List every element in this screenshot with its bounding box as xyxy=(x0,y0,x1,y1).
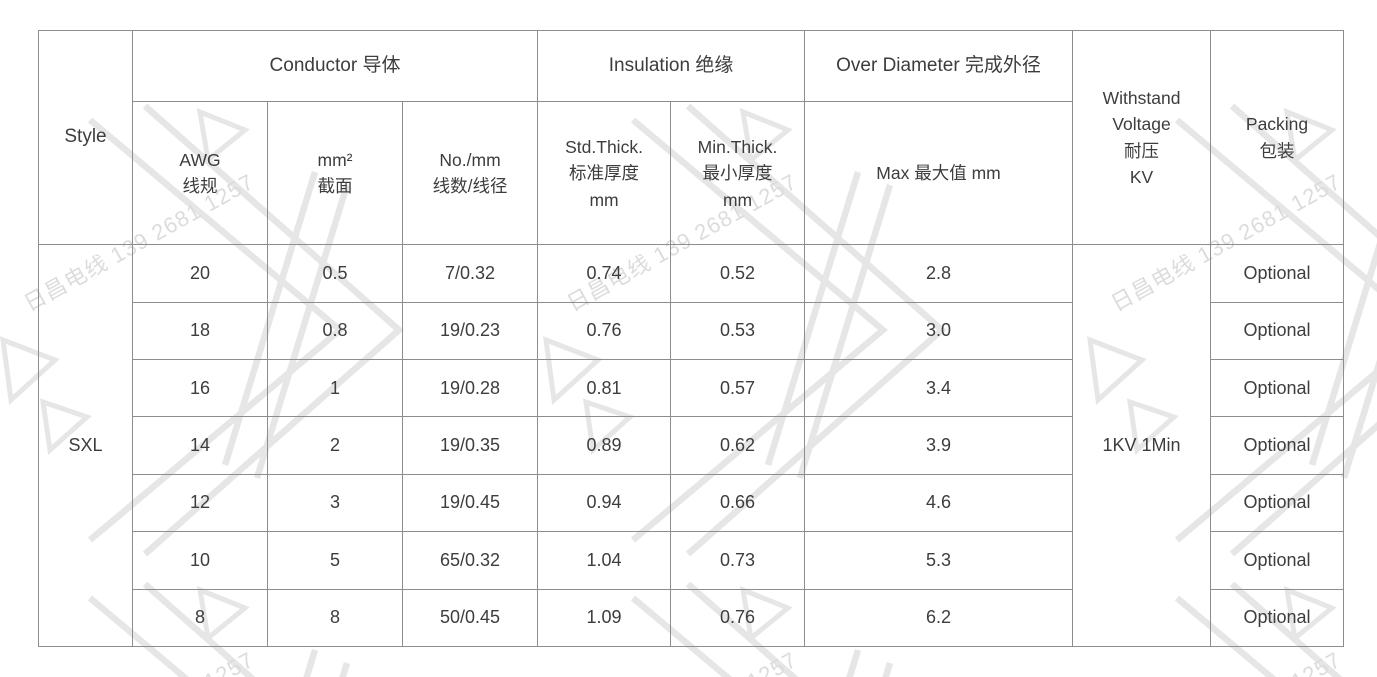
watermark-text: 日昌电线 139 2681 1257 xyxy=(560,642,802,677)
cell-style-value: SXL xyxy=(38,244,133,647)
cell-packing: Optional xyxy=(1210,588,1345,648)
cell-no-mm: 19/0.23 xyxy=(401,301,539,361)
cell-std-thick: 0.76 xyxy=(537,301,672,361)
group-header-conductor: Conductor 导体 xyxy=(131,29,539,103)
cell-min-thick: 0.76 xyxy=(670,588,806,648)
cell-awg: 18 xyxy=(132,301,268,361)
cell-std-thick: 1.04 xyxy=(537,531,672,590)
cell-min-thick: 0.66 xyxy=(670,473,806,533)
cell-min-thick: 0.53 xyxy=(670,301,806,361)
cell-max: 3.4 xyxy=(804,359,1074,418)
cell-no-mm: 7/0.32 xyxy=(401,244,539,303)
cell-awg: 12 xyxy=(132,473,268,533)
cell-awg: 14 xyxy=(132,416,268,475)
cell-mm2: 0.5 xyxy=(267,244,403,303)
cell-no-mm: 19/0.28 xyxy=(401,359,539,418)
spec-table: Style Conductor 导体 Insulation 绝缘 Over Di… xyxy=(38,29,1345,648)
cell-mm2: 3 xyxy=(267,473,403,533)
cell-mm2: 1 xyxy=(267,359,403,418)
watermark-text: 日昌电线 139 2681 1257 xyxy=(17,642,259,677)
cell-std-thick: 0.74 xyxy=(537,244,672,303)
cell-packing: Optional xyxy=(1210,244,1345,303)
cell-std-thick: 0.89 xyxy=(537,416,672,475)
cell-packing: Optional xyxy=(1210,359,1345,418)
cell-awg: 10 xyxy=(132,531,268,590)
cell-mm2: 5 xyxy=(267,531,403,590)
watermark-text: 日昌电线 139 2681 1257 xyxy=(1104,642,1346,677)
cell-mm2: 0.8 xyxy=(267,301,403,361)
cell-mm2: 8 xyxy=(267,588,403,648)
cell-max: 3.9 xyxy=(804,416,1074,475)
cell-packing: Optional xyxy=(1210,473,1345,533)
cell-max: 6.2 xyxy=(804,588,1074,648)
col-header-min-thick: Min.Thick. 最小厚度 mm xyxy=(670,101,806,246)
cell-min-thick: 0.57 xyxy=(670,359,806,418)
cell-packing: Optional xyxy=(1210,531,1345,590)
cell-packing: Optional xyxy=(1210,416,1345,475)
cell-no-mm: 19/0.45 xyxy=(401,473,539,533)
col-header-withstand-voltage: Withstand Voltage 耐压 KV xyxy=(1072,29,1212,246)
cell-awg: 20 xyxy=(132,244,268,303)
group-header-over-diameter: Over Diameter 完成外径 xyxy=(804,29,1074,103)
cell-no-mm: 19/0.35 xyxy=(401,416,539,475)
col-header-mm2: mm² 截面 xyxy=(267,101,403,246)
col-header-style: Style xyxy=(38,29,133,246)
cell-std-thick: 0.81 xyxy=(537,359,672,418)
cell-min-thick: 0.62 xyxy=(670,416,806,475)
cell-max: 3.0 xyxy=(804,301,1074,361)
group-header-insulation: Insulation 绝缘 xyxy=(537,29,806,103)
col-header-max: Max 最大值 mm xyxy=(804,101,1074,246)
cell-awg: 8 xyxy=(132,588,268,648)
cell-max: 2.8 xyxy=(804,244,1074,303)
cell-no-mm: 65/0.32 xyxy=(401,531,539,590)
cell-mm2: 2 xyxy=(267,416,403,475)
cell-packing: Optional xyxy=(1210,301,1345,361)
table-row: SXL 20 0.5 7/0.32 0.74 0.52 2.8 1KV 1Min… xyxy=(38,244,1345,647)
col-header-no-mm: No./mm 线数/线径 xyxy=(401,101,539,246)
col-header-awg: AWG 线规 xyxy=(132,101,268,246)
cell-max: 4.6 xyxy=(804,473,1074,533)
col-header-std-thick: Std.Thick. 标准厚度 mm xyxy=(537,101,672,246)
cell-std-thick: 0.94 xyxy=(537,473,672,533)
cell-awg: 16 xyxy=(132,359,268,418)
cell-no-mm: 50/0.45 xyxy=(401,588,539,648)
cell-withstand-value: 1KV 1Min xyxy=(1072,244,1212,647)
cell-min-thick: 0.73 xyxy=(670,531,806,590)
cell-std-thick: 1.09 xyxy=(537,588,672,648)
cell-min-thick: 0.52 xyxy=(670,244,806,303)
col-header-packing: Packing 包装 xyxy=(1210,29,1345,246)
cell-max: 5.3 xyxy=(804,531,1074,590)
